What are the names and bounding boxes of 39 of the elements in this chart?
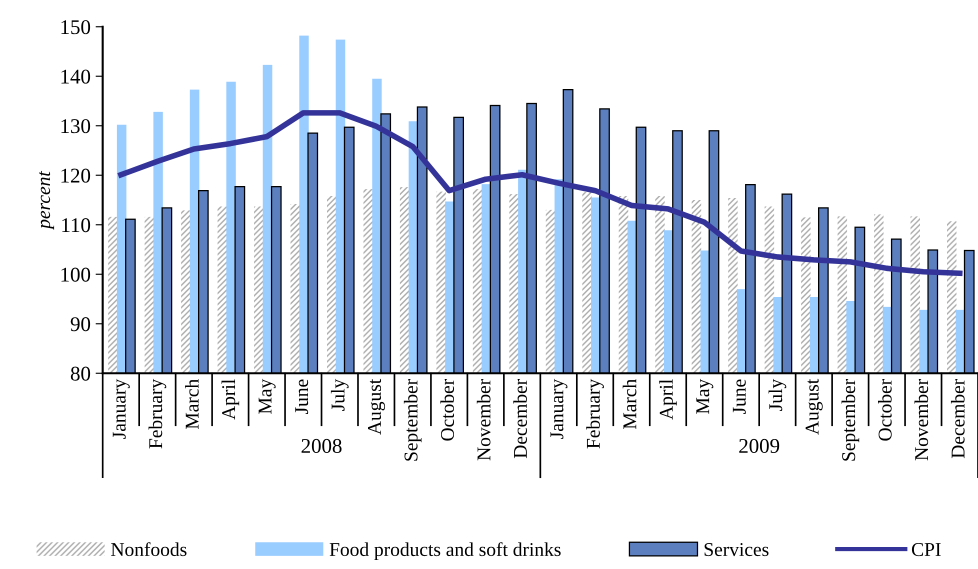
text: 2009 [739, 438, 780, 453]
y-tick-label: 80 [70, 366, 90, 381]
y-axis-title: percent [38, 170, 54, 230]
x-tick-label: November [476, 378, 491, 460]
x-tick-label: April [222, 379, 240, 420]
x-tick-label: August [368, 378, 386, 435]
x-tick-label: August [806, 378, 823, 435]
legend-label: Food products and soft drinks [330, 542, 561, 560]
x-tick-label: December [513, 378, 527, 458]
x-tick-label: May [696, 378, 714, 414]
text: 2008 [302, 438, 342, 453]
x-tick-label: July [330, 378, 349, 411]
y-tick-label: 110 [62, 218, 90, 232]
x-tick-label: October [440, 378, 454, 441]
x-tick-label: September [404, 378, 422, 461]
x-tick-label: June [295, 379, 308, 414]
legend-label: Nonfoods [111, 542, 186, 556]
x-tick-label: March [185, 379, 199, 430]
x-tick-label: January [550, 378, 568, 439]
y-tick-label: 140 [61, 70, 90, 84]
x-tick-label: July [768, 378, 786, 411]
y-tick-label: 90 [70, 317, 90, 332]
legend-label: CPI [912, 543, 941, 556]
y-tick-label: 100 [61, 268, 90, 282]
x-tick-label: March [622, 379, 636, 430]
x-tick-label: February [586, 378, 604, 448]
y-tick-label: 130 [61, 119, 90, 134]
x-tick-label: June [732, 379, 746, 414]
x-tick-label: May [258, 378, 276, 414]
x-tick-label: April [659, 379, 677, 420]
x-tick-label: November [914, 378, 928, 460]
y-tick-label: 120 [61, 168, 90, 183]
x-tick-label: September [842, 378, 860, 461]
x-tick-label: December [950, 378, 965, 458]
x-tick-label: October [878, 378, 892, 441]
x-tick-label: February [148, 378, 166, 448]
x-tick-label: January [112, 378, 130, 439]
legend-label: Services [704, 543, 768, 556]
y-tick-label: 150 [61, 20, 90, 34]
